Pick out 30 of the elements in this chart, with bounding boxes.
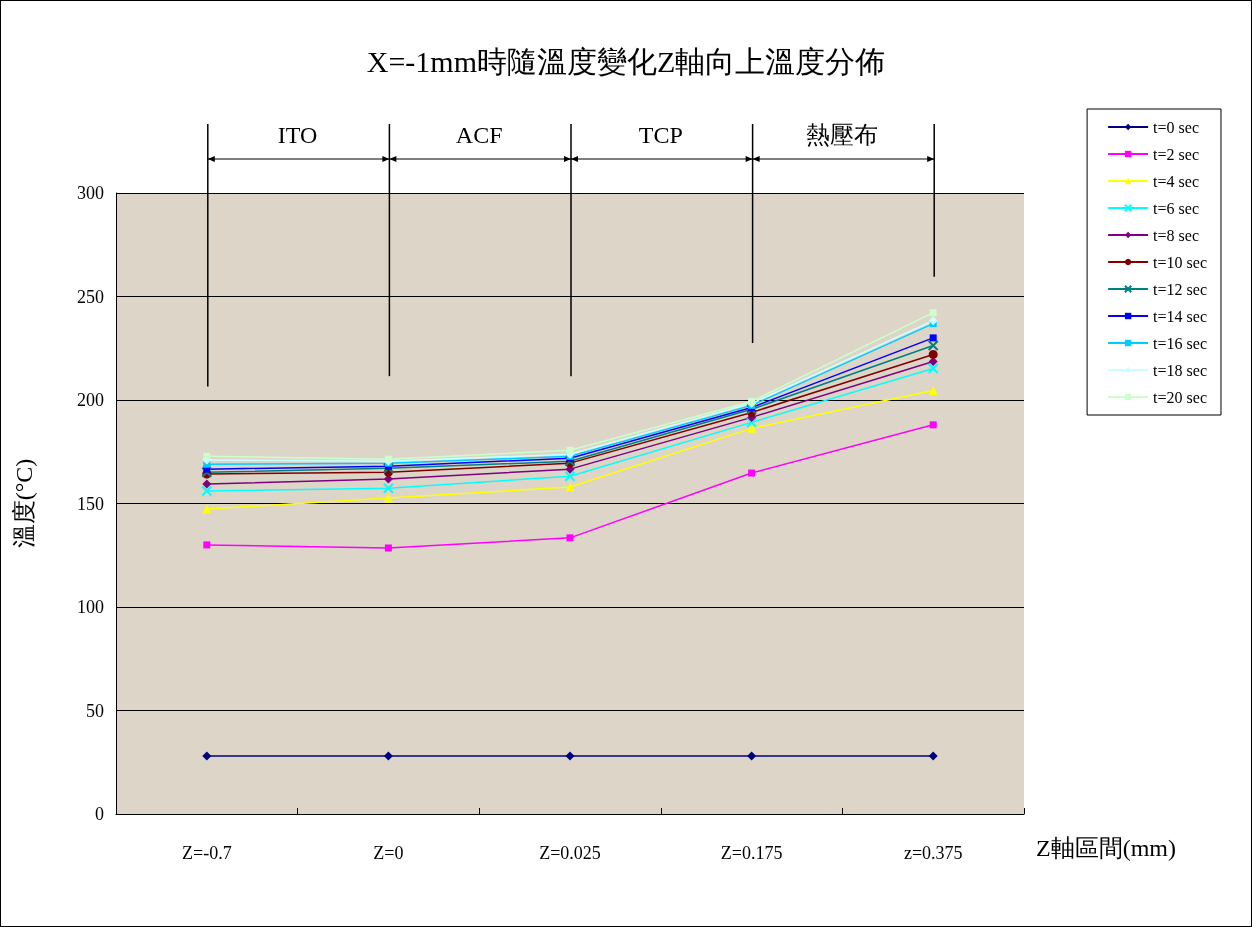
- legend-label: t=12 sec: [1153, 280, 1208, 298]
- legend-label: t=18 sec: [1153, 361, 1208, 379]
- y-tick-label: 150: [77, 493, 104, 514]
- text: 熱壓布: [806, 122, 879, 148]
- legend-label: t=4 sec: [1153, 172, 1200, 190]
- y-tick-label: 250: [77, 286, 104, 307]
- x-tick-label: Z=0: [373, 843, 404, 863]
- y-tick-label: 300: [77, 183, 104, 203]
- legend-label: t=20 sec: [1153, 388, 1208, 406]
- text: ACF: [455, 122, 503, 148]
- text: ITO: [277, 122, 318, 148]
- y-tick-label: 200: [77, 390, 104, 410]
- y-axis-title: 溫度(°C): [11, 458, 37, 549]
- legend-label: t=10 sec: [1153, 253, 1208, 271]
- y-tick-label: 100: [77, 597, 104, 617]
- y-tick-label: 50: [86, 700, 104, 721]
- x-axis-title: Z軸區間(mm): [1036, 835, 1176, 861]
- x-tick-label: Z=0.175: [720, 843, 783, 863]
- chart-title: X=-1mm時隨溫度變化Z軸向上溫度分佈: [366, 44, 886, 78]
- text: TCP: [638, 122, 683, 148]
- legend-label: t=6 sec: [1153, 199, 1200, 217]
- legend-label: t=14 sec: [1153, 307, 1208, 325]
- legend-label: t=8 sec: [1153, 226, 1200, 244]
- y-tick-label: 0: [95, 804, 104, 824]
- legend-label: t=2 sec: [1153, 145, 1200, 163]
- x-tick-label: Z=0.025: [539, 843, 601, 863]
- x-tick-label: Z=-0.7: [181, 843, 232, 863]
- legend-label: t=0 sec: [1153, 118, 1200, 136]
- legend-label: t=16 sec: [1153, 334, 1208, 352]
- x-tick-label: z=0.375: [903, 843, 963, 863]
